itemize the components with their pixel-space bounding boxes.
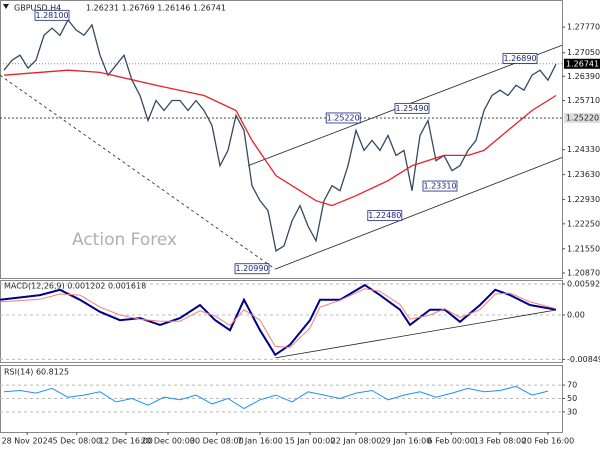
x-tick-label: 15 Jan 00:00 bbox=[285, 437, 336, 446]
y-tick-label: 1.27050 bbox=[567, 48, 600, 57]
x-tick-label: 5 Dec 08:00 bbox=[52, 437, 101, 446]
symbol: GBPUSD,H4 bbox=[14, 4, 61, 13]
series-line bbox=[0, 288, 557, 348]
y-tick-label: 1.25710 bbox=[567, 96, 600, 105]
price-label: 1.26741 bbox=[566, 59, 599, 68]
y-tick-label: 1.22250 bbox=[567, 219, 600, 228]
series-line bbox=[3, 18, 557, 252]
x-tick-label: 22 Jan 08:00 bbox=[331, 437, 382, 446]
y-tick-label: 0.00 bbox=[567, 310, 585, 319]
annotation-box bbox=[502, 53, 538, 64]
watermark: Action Forex bbox=[72, 230, 177, 250]
y-tick-label: 1.22930 bbox=[567, 195, 600, 204]
y-tick-label: 70 bbox=[567, 381, 577, 390]
quote: 1.26231 1.26769 1.26146 1.26741 bbox=[86, 4, 226, 13]
y-tick-label: -0.00849 bbox=[567, 355, 600, 364]
level-box bbox=[564, 112, 600, 123]
annotation-box bbox=[422, 180, 458, 192]
level-label: 1.25220 bbox=[566, 113, 599, 122]
annotation-label: 1.22480 bbox=[368, 211, 401, 220]
x-tick-label: 20 Dec 00:00 bbox=[141, 437, 195, 446]
annotation-box bbox=[34, 9, 70, 21]
y-tick-label: 1.21550 bbox=[567, 244, 600, 253]
x-tick-label: 30 Dec 08:00 bbox=[190, 437, 244, 446]
y-tick-label: 1.20870 bbox=[567, 269, 600, 278]
x-tick-label: 28 Nov 2024 bbox=[2, 437, 53, 446]
trend-line bbox=[275, 157, 563, 270]
annotation-box bbox=[394, 102, 430, 114]
panel-frame bbox=[0, 0, 563, 279]
annotation-label: 1.28100 bbox=[35, 11, 68, 20]
annotation-box bbox=[234, 263, 270, 275]
y-tick-label: 1.26390 bbox=[567, 72, 600, 81]
annotation-label: 1.23310 bbox=[423, 182, 456, 191]
y-tick-label: 1.23630 bbox=[567, 170, 600, 179]
series-line bbox=[3, 69, 557, 207]
price-box bbox=[564, 58, 600, 69]
trend-line bbox=[275, 309, 557, 359]
panel-frame bbox=[0, 280, 563, 363]
annotation-label: 1.26890 bbox=[503, 54, 536, 63]
trend-line bbox=[0, 74, 276, 270]
annotation-label: 1.25490 bbox=[395, 104, 428, 113]
x-tick-label: 13 Feb 08:00 bbox=[474, 437, 526, 446]
menu-arrow bbox=[3, 4, 9, 9]
x-tick-label: 6 Feb 00:00 bbox=[427, 437, 474, 446]
annotation-label: 1.25220 bbox=[327, 113, 360, 122]
y-tick-label: 1.24330 bbox=[567, 145, 600, 154]
annotation-box bbox=[367, 210, 403, 222]
x-tick-label: 29 Jan 16:00 bbox=[381, 437, 432, 446]
annotation-box bbox=[325, 112, 361, 124]
x-tick-label: 20 Feb 16:00 bbox=[522, 437, 574, 446]
series-line bbox=[3, 385, 549, 410]
annotation-label: 1.20990 bbox=[235, 264, 268, 273]
y-tick-label: 1.27770 bbox=[567, 23, 600, 32]
y-tick-label: 50 bbox=[567, 394, 577, 403]
x-tick-label: 12 Dec 16:00 bbox=[99, 437, 153, 446]
rsi-label: RSI(14) 60.8125 bbox=[4, 368, 69, 377]
y-tick-label: 0.005921 bbox=[567, 279, 600, 288]
x-tick-label: 7 Jan 16:00 bbox=[237, 437, 283, 446]
macd-label: MACD(12,26,9) 0.001202 0.001618 bbox=[4, 282, 146, 291]
y-tick-label: 30 bbox=[567, 407, 577, 416]
series-line bbox=[0, 283, 557, 357]
